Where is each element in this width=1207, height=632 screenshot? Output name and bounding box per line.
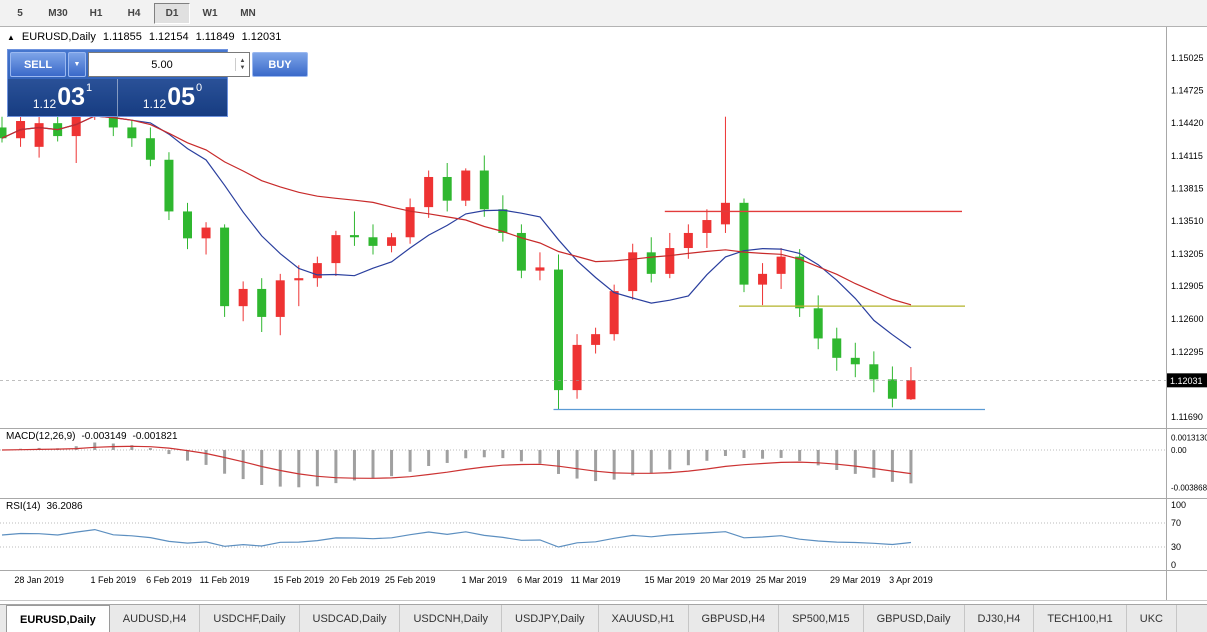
bid-price-point: 1 [86, 82, 93, 94]
svg-text:1.13510: 1.13510 [1171, 216, 1204, 226]
svg-text:1 Feb 2019: 1 Feb 2019 [91, 575, 137, 585]
chart-tab-ukc[interactable]: UKC [1127, 605, 1177, 632]
svg-text:11 Mar 2019: 11 Mar 2019 [571, 575, 621, 585]
svg-text:1.14725: 1.14725 [1171, 85, 1204, 95]
svg-text:6 Feb 2019: 6 Feb 2019 [146, 575, 192, 585]
bid-price[interactable]: 1.12 03 1 [8, 79, 117, 116]
svg-text:25 Feb 2019: 25 Feb 2019 [385, 575, 436, 585]
chart-tab-usdcnh-daily[interactable]: USDCNH,Daily [400, 605, 503, 632]
sell-button[interactable]: SELL [10, 52, 66, 77]
svg-text:1.14420: 1.14420 [1171, 118, 1204, 128]
buy-button[interactable]: BUY [252, 52, 308, 77]
ask-price-pips: 05 [167, 82, 196, 111]
svg-text:1.12295: 1.12295 [1171, 347, 1204, 357]
volume-input[interactable] [89, 57, 235, 72]
timeframe-toolbar: 5 M30 H1 H4 D1 W1 MN [0, 0, 1207, 27]
svg-text:100: 100 [1171, 500, 1186, 510]
panel-separators [0, 26, 1207, 601]
horizontal-lines-layer[interactable] [0, 210, 1166, 411]
svg-text:0.0013130: 0.0013130 [1171, 433, 1207, 442]
svg-text:0: 0 [1171, 560, 1176, 570]
chart-tabs-bar: EURUSD,Daily AUDUSD,H4 USDCHF,Daily USDCAD,… [0, 604, 1207, 632]
svg-text:15 Feb 2019: 15 Feb 2019 [274, 575, 325, 585]
svg-text:0.00: 0.00 [1171, 446, 1187, 455]
timeframe-button-h4[interactable]: H4 [127, 7, 141, 19]
rsi-panel-layer: 100 70 30 0 [0, 500, 1186, 570]
chart-tab-xauusd-h1[interactable]: XAUUSD,H1 [599, 605, 689, 632]
svg-text:30: 30 [1171, 542, 1181, 552]
timeframe-button-5[interactable]: 5 [17, 7, 23, 19]
svg-text:1.15025: 1.15025 [1171, 53, 1204, 63]
chart-tab-usdchf-daily[interactable]: USDCHF,Daily [200, 605, 300, 632]
svg-text:1.12600: 1.12600 [1171, 314, 1204, 324]
svg-text:1.12031: 1.12031 [1170, 376, 1203, 386]
svg-text:1.14115: 1.14115 [1171, 151, 1203, 161]
svg-text:29 Mar 2019: 29 Mar 2019 [830, 575, 881, 585]
svg-text:6 Mar 2019: 6 Mar 2019 [517, 575, 563, 585]
svg-text:28 Jan 2019: 28 Jan 2019 [14, 575, 64, 585]
moving-averages-layer [1, 115, 912, 349]
svg-text:1.13205: 1.13205 [1171, 249, 1204, 259]
chart-tab-usdjpy-daily[interactable]: USDJPY,Daily [502, 605, 599, 632]
chart-tab-tech100-h1[interactable]: TECH100,H1 [1034, 605, 1127, 632]
chart-tab-audusd-h4[interactable]: AUDUSD,H4 [110, 605, 201, 632]
timeframe-button-m30[interactable]: M30 [48, 7, 68, 19]
svg-text:3 Apr 2019: 3 Apr 2019 [889, 575, 933, 585]
svg-text:70: 70 [1171, 518, 1181, 528]
bid-price-prefix: 1.12 [32, 97, 57, 111]
svg-text:20 Mar 2019: 20 Mar 2019 [700, 575, 751, 585]
chart-tab-usdcad-daily[interactable]: USDCAD,Daily [300, 605, 401, 632]
svg-text:20 Feb 2019: 20 Feb 2019 [329, 575, 380, 585]
ask-price[interactable]: 1.12 05 0 [118, 79, 227, 116]
bid-price-pips: 03 [57, 82, 86, 111]
axes-layer: 1.15025 1.14725 1.14420 1.14115 1.13815 1.135… [14, 53, 1207, 585]
svg-text:1.11690: 1.11690 [1171, 412, 1203, 422]
chart-tab-gbpusd-daily[interactable]: GBPUSD,Daily [864, 605, 965, 632]
chart-tab-eurusd-daily[interactable]: EURUSD,Daily [6, 605, 110, 632]
chart-tab-dj30-h4[interactable]: DJ30,H4 [965, 605, 1035, 632]
volume-field: ▲ ▼ [88, 52, 250, 77]
ask-price-prefix: 1.12 [142, 97, 167, 111]
chart-tab-sp500-m15[interactable]: SP500,M15 [779, 605, 864, 632]
svg-text:1.13815: 1.13815 [1171, 183, 1204, 193]
ask-price-point: 0 [196, 82, 203, 94]
svg-text:1 Mar 2019: 1 Mar 2019 [462, 575, 508, 585]
timeframe-button-d1[interactable]: D1 [154, 2, 190, 24]
volume-spin-up-icon[interactable]: ▲ [239, 57, 246, 64]
volume-dropdown-icon[interactable]: ▼ [68, 52, 86, 77]
svg-text:25 Mar 2019: 25 Mar 2019 [756, 575, 807, 585]
svg-text:-0.0038680: -0.0038680 [1171, 483, 1207, 492]
chart-tab-gbpusd-h4[interactable]: GBPUSD,H4 [689, 605, 780, 632]
volume-spin-down-icon[interactable]: ▼ [239, 64, 246, 71]
svg-text:15 Mar 2019: 15 Mar 2019 [645, 575, 696, 585]
svg-text:11 Feb 2019: 11 Feb 2019 [200, 575, 250, 585]
svg-text:1.12905: 1.12905 [1171, 281, 1204, 291]
price-divider [117, 79, 118, 116]
timeframe-button-w1[interactable]: W1 [202, 7, 218, 19]
one-click-trading-panel: SELL ▼ ▲ ▼ BUY 1.12 03 1 1.12 05 0 [7, 49, 308, 117]
timeframe-button-mn[interactable]: MN [240, 7, 256, 19]
timeframe-button-h1[interactable]: H1 [89, 7, 103, 19]
macd-panel-layer: 0.0013130 0.00 -0.0038680 [0, 433, 1207, 492]
